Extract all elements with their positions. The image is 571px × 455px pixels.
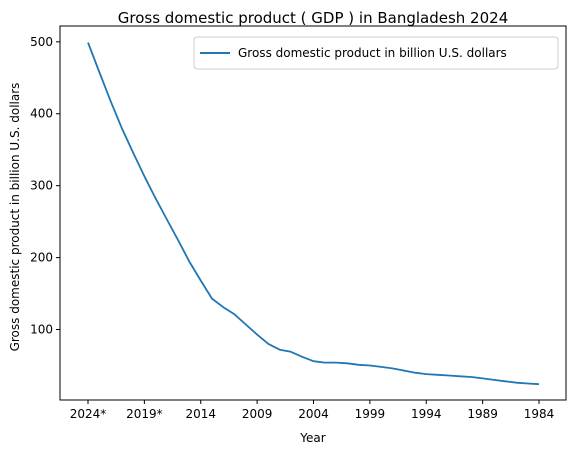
- series-line: [87, 42, 540, 386]
- legend-box: [193, 36, 559, 70]
- x-tick-label: 2019*: [126, 407, 163, 421]
- x-axis: 2024* 2019* 2014 2009 2004 1999 1994 1989 1984: [70, 400, 555, 421]
- y-tick-label: 400: [30, 107, 53, 121]
- x-tick-label: 1999: [355, 407, 386, 421]
- legend: Gross domestic product in billion U.S. d…: [193, 36, 559, 70]
- plot-frame: [59, 25, 567, 401]
- x-tick-label: 2014: [185, 407, 216, 421]
- y-axis-label: Gross domestic product in billion U.S. d…: [8, 83, 22, 352]
- y-tick-label: 500: [30, 35, 53, 49]
- y-tick-label: 100: [30, 323, 53, 337]
- y-axis: 100 200 300 400 500: [30, 35, 60, 337]
- x-tick-label: 1994: [411, 407, 442, 421]
- x-tick-label: 1984: [524, 407, 555, 421]
- x-tick-label: 1989: [467, 407, 498, 421]
- y-tick-label: 200: [30, 251, 53, 265]
- plot-area: [87, 42, 540, 386]
- x-tick-label: 2009: [242, 407, 273, 421]
- x-axis-label: Year: [299, 431, 325, 445]
- x-tick-label: 2004: [298, 407, 329, 421]
- legend-label: Gross domestic product in billion U.S. d…: [238, 46, 507, 60]
- chart-title: Gross domestic product ( GDP ) in Bangla…: [118, 9, 508, 27]
- y-tick-label: 300: [30, 179, 53, 193]
- x-tick-label: 2024*: [70, 407, 107, 421]
